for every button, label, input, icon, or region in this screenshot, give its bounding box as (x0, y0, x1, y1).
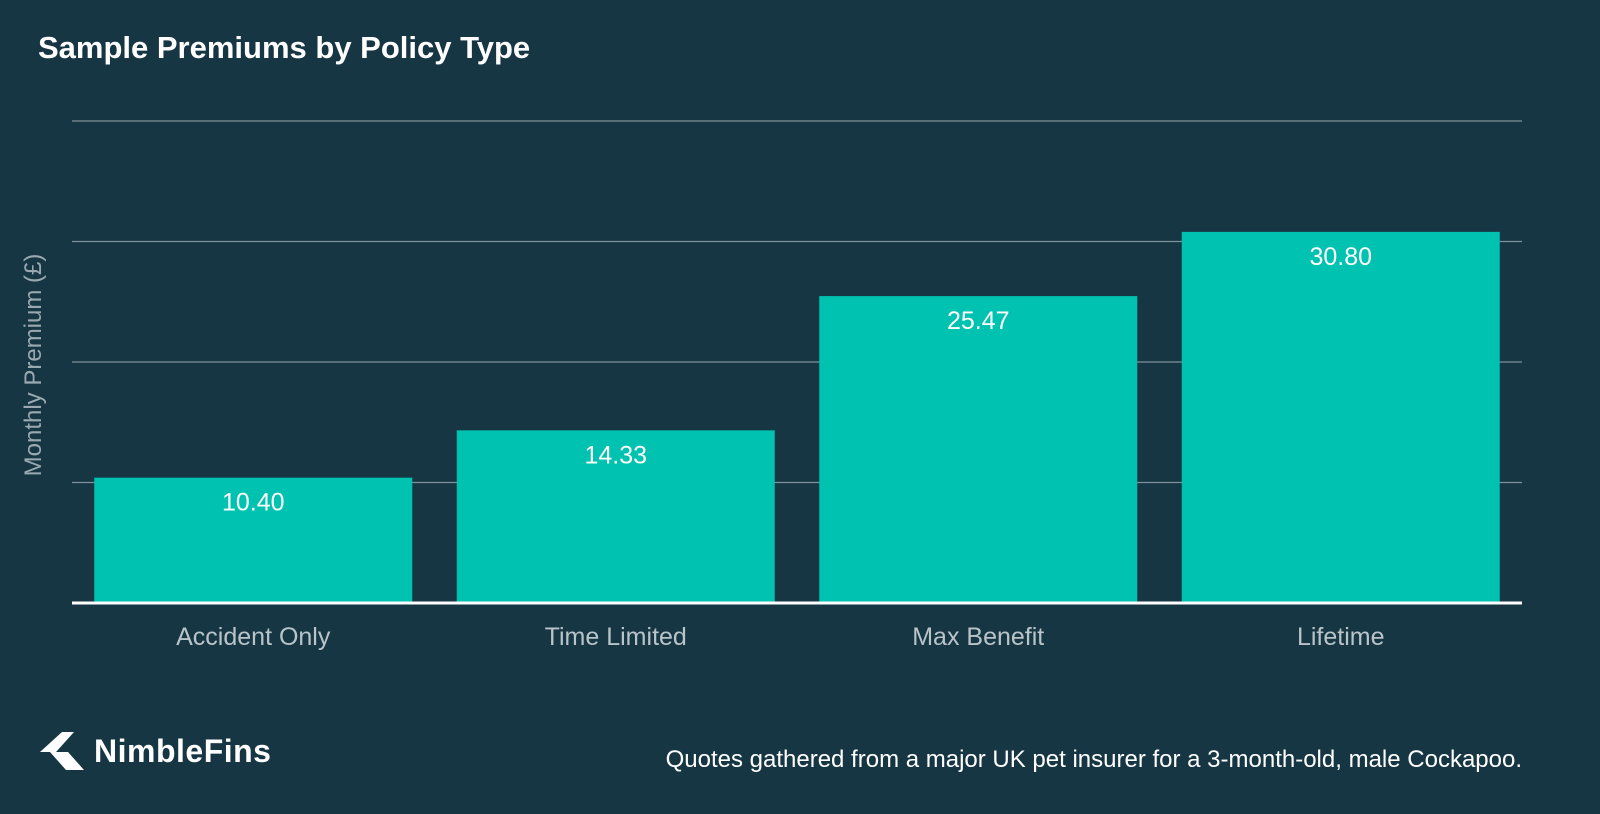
bars (94, 231, 1500, 604)
brand-name: NimbleFins (94, 732, 272, 769)
footer-note: Quotes gathered from a major UK pet insu… (665, 746, 1522, 773)
x-tick-label: Time Limited (545, 623, 687, 651)
bar (456, 430, 775, 603)
bar-value-labels: 10.40 14.33 25.47 30.80 (222, 243, 1372, 517)
x-tick-label: Accident Only (176, 623, 331, 651)
bar-value-label: 14.33 (584, 441, 647, 469)
bar-value-label: 10.40 (222, 489, 285, 517)
x-tick-label: Max Benefit (912, 623, 1044, 651)
bar-value-label: 30.80 (1309, 243, 1372, 271)
y-axis-label: Monthly Premium (£) (20, 254, 47, 477)
brand-logo: NimbleFins (40, 732, 271, 770)
chart-title: Sample Premiums by Policy Type (38, 30, 531, 65)
bar-value-label: 25.47 (947, 307, 1010, 335)
bar (1181, 231, 1500, 604)
bar (819, 296, 1138, 603)
x-tick-label: Lifetime (1297, 623, 1385, 651)
bar (94, 477, 413, 603)
nimblefins-logo-icon (40, 732, 84, 770)
x-axis-tick-labels: Accident Only Time Limited Max Benefit Life… (176, 623, 1384, 651)
